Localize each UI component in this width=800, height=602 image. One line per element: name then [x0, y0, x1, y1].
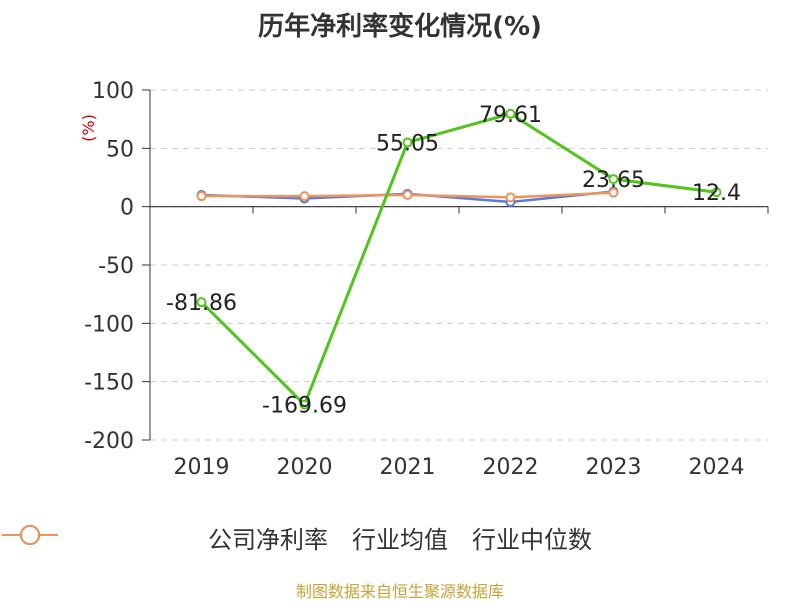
- x-tick-label-2023: 2023: [586, 455, 642, 480]
- x-tick-label-2024: 2024: [689, 455, 745, 480]
- data-label-company-2024: 12.4: [692, 181, 741, 206]
- data-point-company-2020: [299, 399, 310, 410]
- legend-item-industry-median[interactable]: 行业中位数: [2, 520, 592, 555]
- data-point-industry-median-2019: [196, 191, 207, 202]
- data-label-company-2019: -81.86: [166, 291, 237, 316]
- chart-plot: 100 50 0 -50 -100 -150 -200 (%) 2019 2020 2021 2022…: [79, 79, 769, 480]
- y-tick-label--200: -200: [84, 429, 134, 454]
- series-line-company: [200, 112, 717, 407]
- legend-label-industry-avg: 行业均值: [352, 526, 448, 554]
- data-label-company-2023: 23.65: [582, 168, 645, 193]
- chart-title: 历年净利率变化情况(%): [258, 12, 542, 42]
- data-source-note: 制图数据来自恒生聚源数据库: [295, 582, 504, 601]
- y-tick-label--50: -50: [98, 254, 134, 279]
- y-tick-label-100: 100: [92, 79, 134, 104]
- data-point-company-2022: [505, 108, 516, 119]
- legend-label-company: 公司净利率: [208, 526, 328, 554]
- legend-item-company[interactable]: 公司净利率: [2, 520, 328, 555]
- data-label-company-2021: 55.05: [376, 131, 439, 156]
- data-point-company-2023: [608, 174, 619, 185]
- data-point-industry-median-2020: [299, 191, 310, 202]
- data-point-industry-median-2023: [608, 187, 619, 198]
- x-tick-label-2021: 2021: [380, 455, 436, 480]
- y-tick-label-50: 50: [106, 137, 134, 162]
- x-tick-label-2020: 2020: [277, 455, 333, 480]
- x-tick-label-2019: 2019: [174, 455, 230, 480]
- legend-item-industry-avg[interactable]: 行业均值: [2, 520, 448, 555]
- x-tick-label-2022: 2022: [483, 455, 539, 480]
- data-point-industry-median-2021: [402, 190, 413, 200]
- y-tick-label--100: -100: [84, 312, 134, 337]
- legend-label-industry-median: 行业中位数: [472, 526, 592, 554]
- data-point-company-2021: [402, 137, 413, 148]
- chart-legend: 公司净利率 行业均值 行业中位数: [0, 520, 800, 555]
- data-point-industry-median-2022: [505, 192, 516, 203]
- data-point-company-2024: [711, 187, 722, 198]
- data-label-company-2022: 79.61: [479, 103, 542, 128]
- y-tick-label-0: 0: [120, 196, 134, 221]
- data-label-company-2020: -169.69: [262, 394, 347, 419]
- y-tick-label--150: -150: [84, 371, 134, 396]
- data-point-company-2019: [196, 297, 207, 308]
- y-axis-unit-label: (%): [79, 114, 98, 142]
- legend-line-industry-median-icon: [2, 525, 58, 545]
